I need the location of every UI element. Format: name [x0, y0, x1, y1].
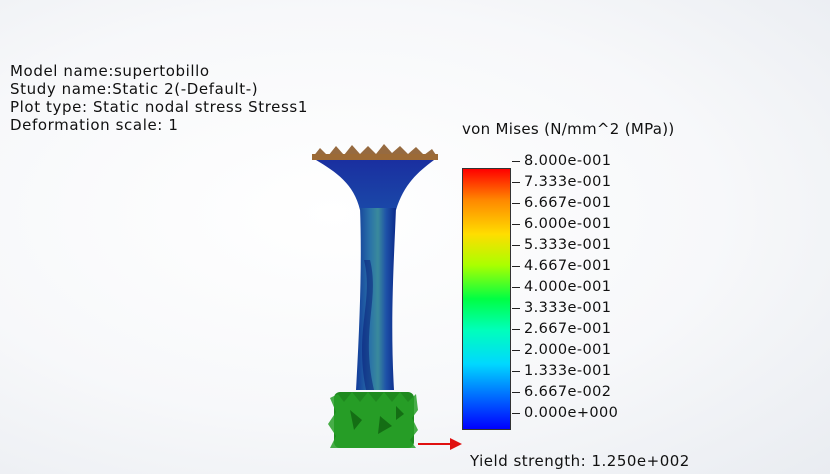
- legend-title: von Mises (N/mm^2 (MPa)): [462, 120, 675, 138]
- legend-label: 2.667e-001: [512, 320, 611, 338]
- model-name-label: Model name:supertobillo: [10, 62, 210, 80]
- legend-label: 6.667e-001: [512, 194, 611, 212]
- model-shaft: [356, 208, 396, 390]
- yield-strength-label: Yield strength: 1.250e+002: [470, 452, 690, 470]
- legend-label: 5.333e-001: [512, 236, 611, 254]
- legend-label: 8.000e-001: [512, 152, 611, 170]
- legend-label: 6.000e-001: [512, 215, 611, 233]
- legend-label: 6.667e-002: [512, 383, 611, 401]
- fixture-bottom: [328, 392, 418, 448]
- study-info: Model name:supertobillo Study name:Stati…: [10, 62, 308, 134]
- plot-type-label: Plot type: Static nodal stress Stress1: [10, 98, 308, 116]
- model-head: [316, 160, 434, 210]
- legend-label: 0.000e+000: [512, 404, 618, 422]
- yield-arrow: [418, 438, 462, 450]
- legend-color-bar: [462, 168, 511, 430]
- legend-label: 2.000e-001: [512, 341, 611, 359]
- legend-label: 1.333e-001: [512, 362, 611, 380]
- study-name-label: Study name:Static 2(-Default-): [10, 80, 259, 98]
- fixture-top: [312, 144, 438, 160]
- legend-label: 4.000e-001: [512, 278, 611, 296]
- legend-label: 7.333e-001: [512, 173, 611, 191]
- legend-label: 3.333e-001: [512, 299, 611, 317]
- deformation-scale-label: Deformation scale: 1: [10, 116, 179, 134]
- legend-label: 4.667e-001: [512, 257, 611, 275]
- model-viewport[interactable]: [300, 140, 470, 460]
